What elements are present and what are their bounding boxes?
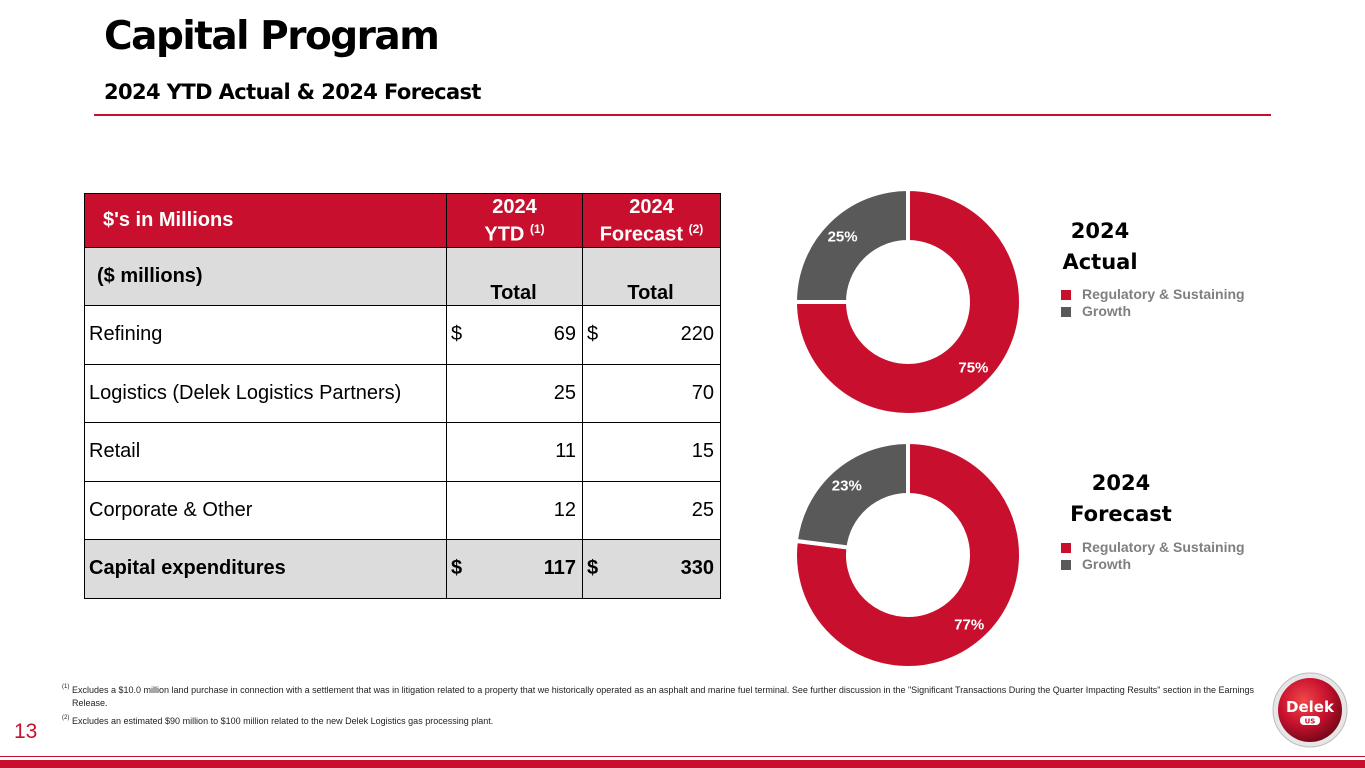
table-header-label: $'s in Millions (84, 193, 447, 248)
row-forecast: 25 (582, 480, 721, 540)
donut-data-label: 25% (828, 229, 858, 246)
chart-title-forecast: 2024 Forecast (1066, 468, 1176, 530)
donut-chart-actual: 75% 25% (793, 187, 1023, 417)
chart-title-year: 2024 (1070, 219, 1130, 243)
page-title: Capital Program (104, 14, 440, 59)
row-ytd: 25 (446, 363, 583, 423)
legend-item: Growth (1061, 303, 1245, 320)
forecast-footnote-mark: (2) (688, 221, 704, 236)
currency-symbol: $ (587, 557, 599, 580)
legend-swatch (1061, 542, 1071, 553)
row-ytd: 12 (446, 480, 583, 540)
chart-legend-actual: Regulatory & Sustaining Growth (1061, 286, 1245, 320)
legend-label: Regulatory & Sustaining (1082, 539, 1245, 555)
chart-title-actual: 2024 Actual (1058, 216, 1142, 278)
row-forecast: 15 (582, 422, 721, 482)
row-label: Refining (84, 305, 447, 365)
footnote: (2) Excludes an estimated $90 million to … (62, 715, 1272, 728)
donut-data-label: 77% (954, 616, 984, 633)
table-row: Refining $69 $220 (84, 305, 721, 365)
donut-data-label: 23% (832, 478, 862, 495)
forecast-word: Forecast (599, 223, 684, 246)
ytd-value: 117 (543, 557, 576, 580)
footnote-mark: (2) (62, 715, 70, 721)
row-forecast: $220 (582, 305, 721, 365)
row-label: Logistics (Delek Logistics Partners) (84, 363, 447, 423)
chart-title-kind: Forecast (1070, 502, 1172, 526)
row-ytd: $69 (446, 305, 583, 365)
page-subtitle: 2024 YTD Actual & 2024 Forecast (104, 80, 481, 104)
footer-divider-thin (0, 756, 1365, 757)
footer-bar (0, 760, 1365, 768)
logo-text: Delek (1286, 698, 1335, 716)
legend-swatch (1061, 559, 1071, 570)
legend-item: Growth (1061, 556, 1245, 573)
currency-symbol: $ (587, 323, 599, 346)
legend-label: Regulatory & Sustaining (1082, 286, 1245, 302)
donut-chart-forecast: 77% 23% (793, 440, 1023, 670)
total-ytd: $117 (446, 539, 583, 599)
currency-symbol: $ (451, 323, 463, 346)
page-number: 13 (14, 720, 38, 743)
title-divider (94, 114, 1271, 116)
footnote-text: Excludes a $10.0 million land purchase i… (72, 685, 1255, 708)
row-label: Retail (84, 422, 447, 482)
ytd-caption: YTD (1) (449, 218, 580, 246)
row-forecast: 70 (582, 363, 721, 423)
forecast-caption: Forecast (2) (585, 218, 718, 246)
delek-logo: Delek US (1272, 672, 1348, 748)
legend-swatch (1061, 289, 1071, 300)
ytd-year: 2024 (492, 195, 537, 218)
table-header-row: $'s in Millions 2024 YTD (1) 2024 Foreca… (84, 193, 721, 248)
logo-subtext: US (1305, 718, 1316, 726)
donut-data-label: 75% (958, 359, 988, 376)
ytd-value: 69 (553, 323, 576, 346)
footnote: (1) Excludes a $10.0 million land purchas… (62, 684, 1272, 710)
table-row: Logistics (Delek Logistics Partners) 25 … (84, 363, 721, 423)
table-header-forecast: 2024 Forecast (2) (582, 193, 721, 248)
subheader-forecast: Total (582, 247, 721, 306)
table-subheader-row: ($ millions) Total Total (84, 247, 721, 306)
table-row: Corporate & Other 12 25 (84, 480, 721, 540)
total-label: Capital expenditures (84, 539, 447, 599)
table-total-row: Capital expenditures $117 $330 (84, 539, 721, 599)
currency-symbol: $ (451, 557, 463, 580)
donut-slice-growth (793, 440, 910, 550)
row-label: Corporate & Other (84, 480, 447, 540)
forecast-value: 330 (680, 557, 714, 580)
donut-slice-regulatory-sustaining (793, 187, 1023, 417)
forecast-year: 2024 (629, 195, 674, 218)
footnote-mark: (1) (62, 684, 70, 690)
subheader-label: ($ millions) (84, 247, 447, 306)
legend-label: Growth (1082, 556, 1131, 572)
legend-label: Growth (1082, 303, 1131, 319)
donut-slice-growth (793, 187, 910, 304)
legend-swatch (1061, 306, 1071, 317)
chart-title-year: 2024 (1091, 471, 1151, 495)
subheader-ytd: Total (446, 247, 583, 306)
table-row: Retail 11 15 (84, 422, 721, 482)
total-forecast: $330 (582, 539, 721, 599)
legend-item: Regulatory & Sustaining (1061, 286, 1245, 303)
donut-slice-regulatory-sustaining (793, 440, 1023, 670)
footnote-text: Excludes an estimated $90 million to $10… (72, 716, 494, 726)
chart-title-kind: Actual (1062, 250, 1138, 274)
capex-table: $'s in Millions 2024 YTD (1) 2024 Foreca… (84, 193, 721, 599)
ytd-footnote-mark: (1) (529, 221, 545, 236)
ytd-word: YTD (484, 223, 525, 246)
footnotes: (1) Excludes a $10.0 million land purchas… (62, 684, 1272, 733)
legend-item: Regulatory & Sustaining (1061, 539, 1245, 556)
chart-legend-forecast: Regulatory & Sustaining Growth (1061, 539, 1245, 573)
row-ytd: 11 (446, 422, 583, 482)
table-header-ytd: 2024 YTD (1) (446, 193, 583, 248)
forecast-value: 220 (680, 323, 714, 346)
